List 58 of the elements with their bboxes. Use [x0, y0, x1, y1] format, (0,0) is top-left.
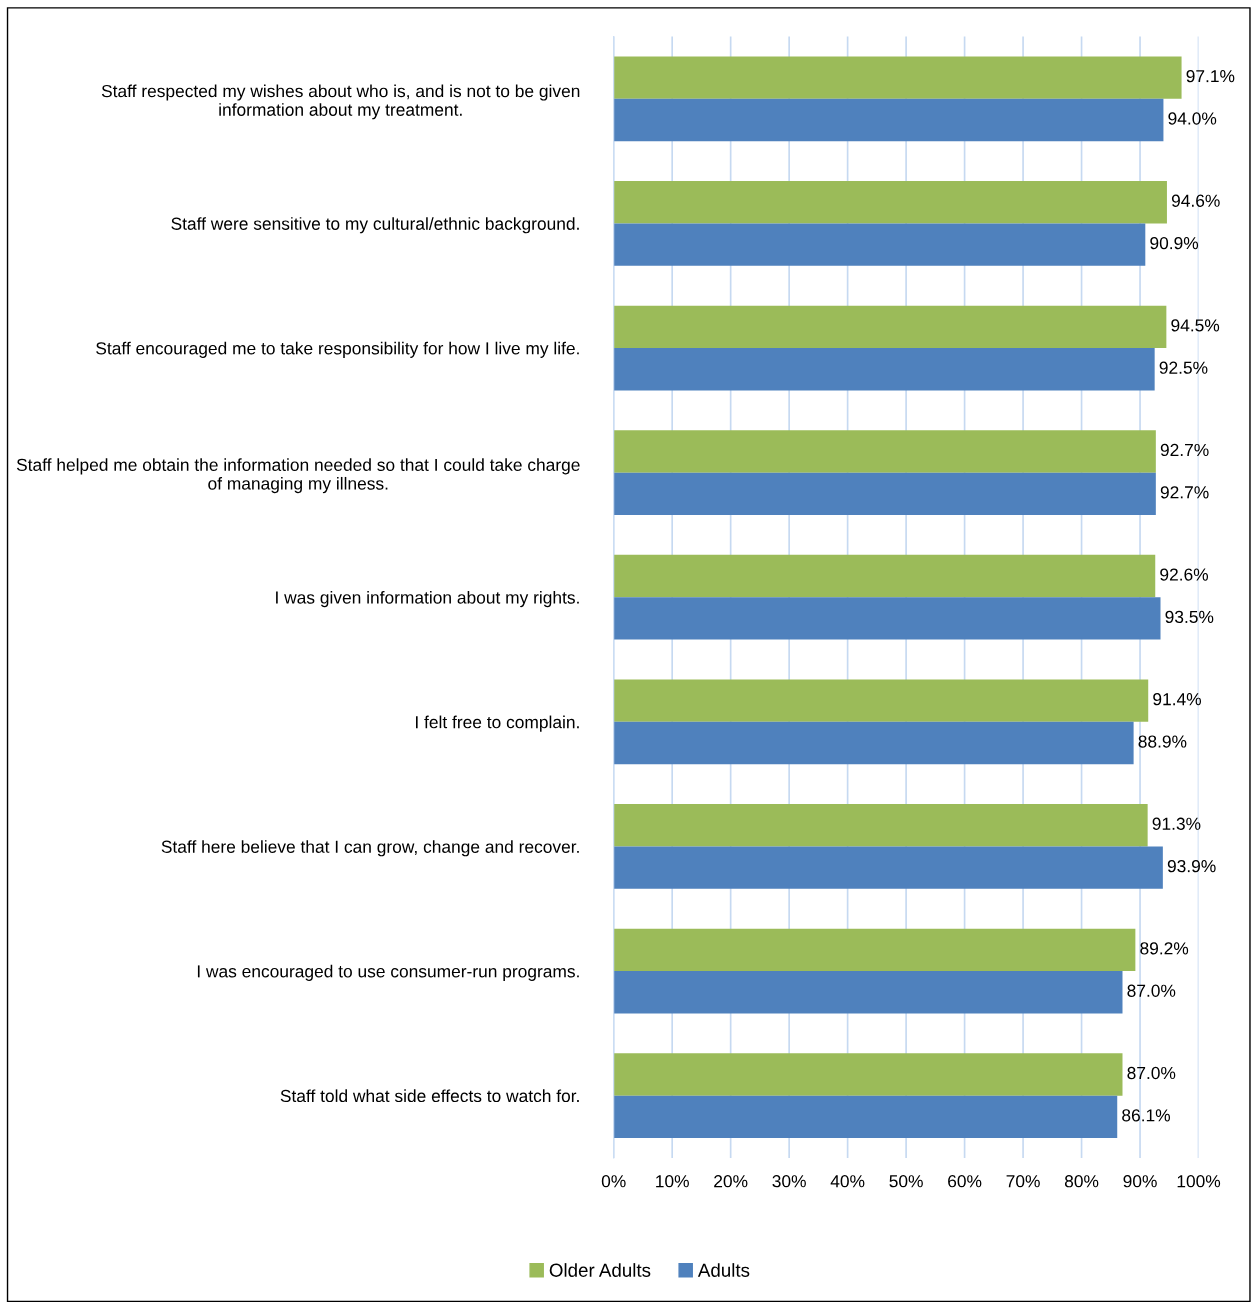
- data-label: 92.7%: [1160, 443, 1209, 457]
- y-tick-label: Staff told what side effects to watch for.: [280, 1089, 579, 1103]
- bar: [613, 554, 1156, 598]
- y-tick-label: Staff respected my wishes about who is, and is not to be given information about my treatment.: [101, 84, 580, 120]
- bar: [613, 98, 1164, 142]
- data-label: 93.9%: [1167, 859, 1216, 873]
- data-label: 86.1%: [1122, 1109, 1171, 1122]
- x-tick-label: 90%: [1123, 1175, 1157, 1188]
- x-tick-label: 60%: [948, 1175, 982, 1188]
- x-tick-label: 20%: [714, 1175, 748, 1188]
- x-tick-label: 10%: [656, 1175, 689, 1188]
- data-label: 90.9%: [1150, 236, 1199, 250]
- bar: [613, 804, 1148, 847]
- x-tick-label: 80%: [1064, 1175, 1099, 1188]
- bar: [613, 597, 1161, 640]
- data-label: 97.1%: [1186, 70, 1235, 83]
- data-label: 94.0%: [1168, 112, 1217, 125]
- bar: [613, 721, 1134, 765]
- bar: [613, 1053, 1123, 1096]
- data-label: 92.6%: [1160, 568, 1209, 581]
- data-label: 93.5%: [1165, 610, 1214, 624]
- x-tick-label: 0%: [601, 1175, 626, 1188]
- y-tick-label: Staff were sensitive to my cultural/ethnic background.: [171, 217, 579, 234]
- data-label: 91.3%: [1152, 817, 1201, 830]
- bar: [613, 223, 1146, 266]
- data-label: 89.2%: [1140, 942, 1189, 955]
- bar: [613, 1095, 1118, 1139]
- data-label: 92.7%: [1160, 486, 1209, 499]
- y-tick-label: Staff here believe that I can grow, change and recover.: [161, 840, 579, 857]
- y-tick-label: I felt free to complain.: [416, 715, 579, 732]
- bar: [613, 971, 1123, 1014]
- y-tick-label: Staff helped me obtain the information needed so that I could take charge of managing my illness.: [16, 458, 580, 494]
- x-tick-label: 30%: [772, 1175, 806, 1188]
- data-label: 87.0%: [1127, 984, 1176, 997]
- x-tick-label: 50%: [889, 1175, 923, 1188]
- data-label: 91.4%: [1153, 693, 1202, 706]
- x-tick-label: 100%: [1177, 1175, 1221, 1188]
- data-label: 94.6%: [1171, 194, 1220, 207]
- y-tick-label: I was given information about my rights.: [276, 590, 579, 608]
- bar: [613, 679, 1149, 722]
- bar: [613, 928, 1136, 972]
- bar: [613, 846, 1163, 889]
- bar: [613, 472, 1156, 515]
- bar: [613, 181, 1167, 224]
- bar: [613, 348, 1155, 391]
- data-label: 88.9%: [1138, 735, 1187, 748]
- legend-label: Adults: [697, 1263, 750, 1277]
- y-tick-label: I was encouraged to use consumer-run programs.: [197, 964, 579, 981]
- legend-label: Older Adults: [549, 1263, 651, 1277]
- data-label: 87.0%: [1127, 1066, 1176, 1080]
- x-tick-label: 70%: [1006, 1175, 1040, 1188]
- data-label: 94.5%: [1171, 319, 1220, 332]
- bar: [613, 305, 1167, 349]
- y-tick-label: Staff encouraged me to take responsibility for how I live my life.: [96, 341, 579, 358]
- bar: [613, 56, 1182, 99]
- bar: [613, 430, 1156, 473]
- x-tick-label: 40%: [830, 1175, 865, 1188]
- data-label: 92.5%: [1159, 361, 1208, 374]
